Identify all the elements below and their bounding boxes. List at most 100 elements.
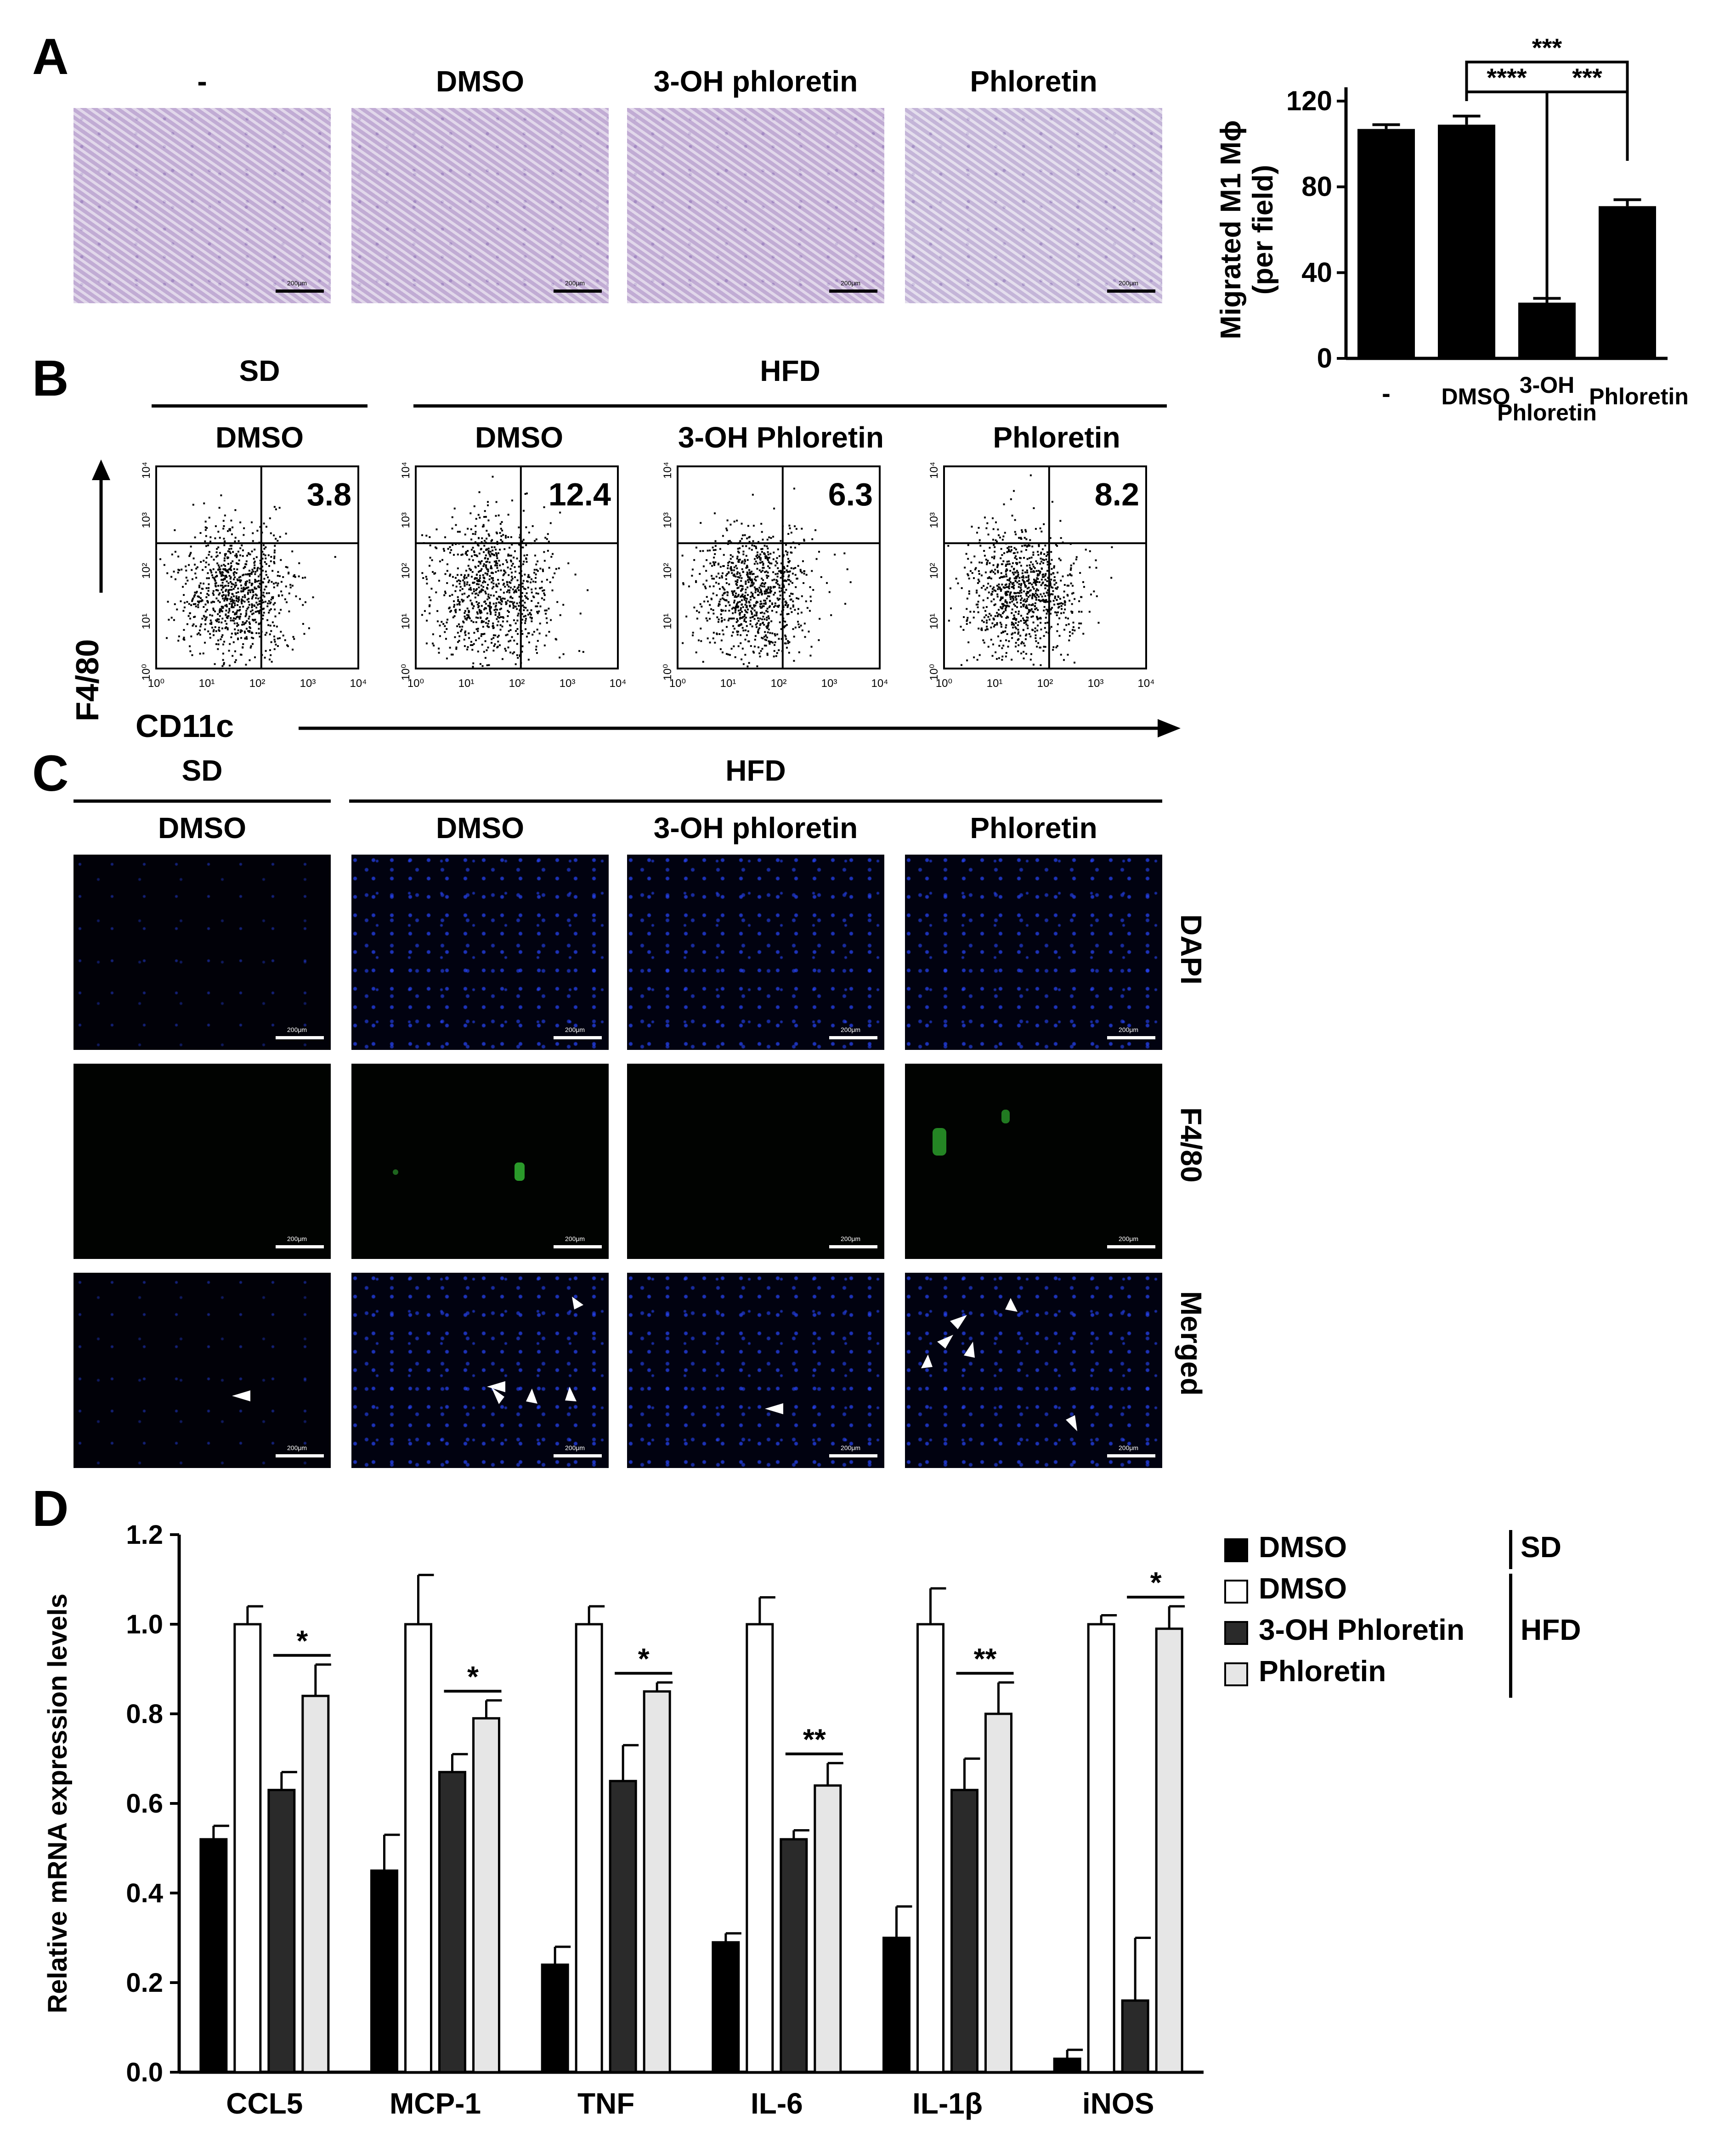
flow-event-dot <box>1015 599 1017 601</box>
flow-event-dot <box>475 639 477 641</box>
flow-event-dot <box>1030 653 1032 655</box>
flow-event-dot <box>468 611 470 613</box>
flow-event-dot <box>261 581 264 583</box>
x-tick-label: 10¹ <box>458 677 475 690</box>
flow-event-dot <box>232 617 235 619</box>
flow-event-dot <box>763 612 765 615</box>
flow-event-dot <box>517 614 519 617</box>
flow-event-dot <box>226 571 229 573</box>
flow-event-dot <box>484 539 486 542</box>
flow-event-dot <box>527 574 530 576</box>
flow-event-dot <box>1012 586 1014 588</box>
flow-event-dot <box>1007 550 1010 553</box>
flow-event-dot <box>487 552 490 554</box>
flow-event-dot <box>740 607 742 609</box>
flow-event-dot <box>536 605 538 607</box>
flow-event-dot <box>731 607 733 610</box>
flow-event-dot <box>990 639 992 641</box>
flow-event-dot <box>772 558 775 561</box>
flow-event-dot <box>1060 612 1063 614</box>
flow-event-dot <box>741 577 743 579</box>
flow-event-dot <box>249 626 251 628</box>
flow-event-dot <box>1003 575 1005 578</box>
flow-event-dot <box>743 599 746 601</box>
flow-event-dot <box>525 526 527 528</box>
flow-event-dot <box>709 641 711 644</box>
flow-event-dot <box>796 597 798 599</box>
flow-event-dot <box>538 610 540 612</box>
flow-event-dot <box>481 568 483 570</box>
flow-event-dot <box>199 625 202 628</box>
flow-event-dot <box>695 581 697 583</box>
flow-event-dot <box>767 586 769 589</box>
flow-event-dot <box>464 612 466 614</box>
flow-event-dot <box>722 594 724 596</box>
flow-event-dot <box>1063 584 1066 586</box>
flow-event-dot <box>219 570 221 573</box>
flow-event-dot <box>492 586 495 588</box>
flow-event-dot <box>763 602 765 605</box>
flow-event-dot <box>1008 563 1011 565</box>
flow-event-dot <box>1035 637 1037 639</box>
flow-event-dot <box>492 572 494 574</box>
flow-event-dot <box>754 558 756 560</box>
flow-event-dot <box>755 547 758 550</box>
flow-event-dot <box>299 598 301 600</box>
flow-event-dot <box>208 563 210 566</box>
flow-event-dot <box>748 541 751 543</box>
flow-event-dot <box>1011 586 1013 588</box>
flow-event-dot <box>756 551 758 554</box>
flow-event-dot <box>1016 563 1018 565</box>
flow-event-dot <box>194 591 196 594</box>
flow-event-dot <box>506 634 509 636</box>
flow-event-dot <box>517 586 520 588</box>
flow-event-dot <box>466 554 468 556</box>
flow-event-dot <box>253 567 255 569</box>
flow-event-dot <box>739 574 741 577</box>
flow-event-dot <box>1052 590 1054 592</box>
flow-event-dot <box>1013 603 1015 606</box>
flow-event-dot <box>978 580 980 583</box>
flow-event-dot <box>1033 571 1035 573</box>
flow-event-dot <box>769 562 771 564</box>
flow-event-dot <box>762 616 764 618</box>
flow-event-dot <box>237 587 239 590</box>
scale-text: 200μm <box>841 279 861 287</box>
flow-event-dot <box>1033 581 1035 584</box>
flow-event-dot <box>706 619 708 622</box>
flow-event-dot <box>439 635 441 637</box>
flow-event-dot <box>1044 622 1046 624</box>
flow-event-dot <box>210 623 213 625</box>
flow-event-dot <box>759 612 762 614</box>
flow-event-dot <box>789 560 791 562</box>
flow-event-dot <box>1063 612 1065 614</box>
flow-event-dot <box>535 573 537 576</box>
flow-event-dot <box>185 577 187 579</box>
flow-event-dot <box>772 571 775 573</box>
flow-event-dot <box>767 571 769 573</box>
flow-event-dot <box>240 590 243 593</box>
flow-event-dot <box>1044 601 1046 603</box>
flow-event-dot <box>760 590 763 592</box>
flow-event-dot <box>799 569 802 571</box>
flow-event-dot <box>757 575 759 578</box>
flow-event-dot <box>526 580 528 582</box>
flow-event-dot <box>215 582 217 584</box>
flow-event-dot <box>515 591 517 593</box>
flow-event-dot <box>1043 576 1045 578</box>
flow-event-dot <box>745 611 747 613</box>
flow-event-dot <box>545 609 548 612</box>
flow-event-dot <box>745 567 747 569</box>
flow-event-dot <box>780 577 782 579</box>
flow-event-dot <box>461 588 464 590</box>
flow-event-dot <box>537 640 539 642</box>
panel-a-ylabel-2: (per field) <box>1247 165 1279 295</box>
flow-event-dot <box>209 637 211 639</box>
flow-event-dot <box>499 549 501 551</box>
bar <box>746 1623 774 2074</box>
flow-event-dot <box>1032 563 1034 566</box>
panel-c-merged-hfd-dmso: 200μm <box>351 1273 609 1468</box>
flow-event-dot <box>472 581 474 584</box>
flow-event-dot <box>1035 570 1038 572</box>
flow-event-dot <box>495 549 497 551</box>
